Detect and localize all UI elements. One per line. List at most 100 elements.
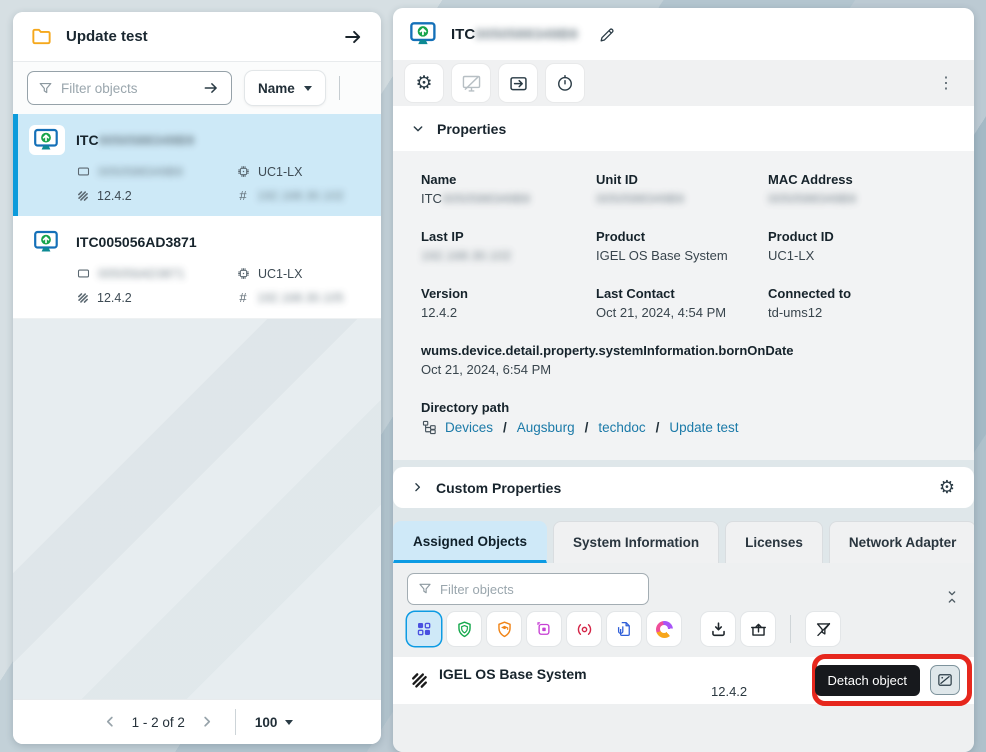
filter-all-objects-button[interactable] [407, 612, 441, 646]
apply-filter-button[interactable] [197, 74, 225, 102]
detail-toolbar: ⚙ ⋮ [393, 60, 974, 106]
breadcrumb-separator: / [584, 420, 589, 435]
funnel-icon [417, 581, 433, 597]
property-name: Name ITC 0050588349B9 [421, 172, 531, 206]
tab-licenses[interactable]: Licenses [725, 521, 823, 563]
filter-profiles-button[interactable] [447, 612, 481, 646]
filter-apps-button[interactable] [741, 612, 775, 646]
device-unit-id: 005056AD3871 [76, 266, 236, 281]
assigned-object-row[interactable]: IGEL OS Base System 12.4.2 Detach object [393, 654, 974, 706]
folder-title: Update test [66, 28, 148, 45]
device-filter-input[interactable] [61, 80, 190, 96]
assigned-object-name: IGEL OS Base System [439, 666, 587, 682]
collapse-section-icon[interactable] [944, 589, 960, 605]
tag-icon [76, 164, 91, 179]
filter-group-divider [790, 615, 791, 643]
breadcrumb-devices[interactable]: Devices [445, 420, 494, 435]
caret-down-icon [285, 719, 294, 725]
breadcrumb-separator: / [655, 420, 660, 435]
device-list-item[interactable]: ITC005056AD3871 005056AD3871 UC1-LX 12.4… [13, 216, 381, 319]
red-highlight-annotation: Detach object [812, 654, 972, 706]
device-list-empty-area [13, 319, 381, 699]
timer-icon [555, 73, 575, 93]
device-unit-id: 0050588349B9 [76, 164, 236, 179]
device-os-icon [29, 227, 65, 257]
chevron-right-icon [410, 480, 425, 495]
property-directory-path: Directory path Devices / Augsburg / tech… [421, 400, 739, 436]
tab-assigned-objects[interactable]: Assigned Objects [393, 521, 548, 563]
breadcrumb-augsburg[interactable]: Augsburg [516, 420, 575, 435]
device-os-icon [29, 125, 65, 155]
igel-version-icon [76, 291, 90, 305]
igel-version-icon [76, 189, 90, 203]
sort-by-label: Name [258, 80, 295, 96]
filter-files-button[interactable] [607, 612, 641, 646]
monitor-off-icon [461, 73, 482, 94]
custom-properties-gear-icon[interactable]: ⚙ [938, 477, 955, 497]
firmware-customization-icon [655, 620, 673, 638]
filter-row-divider [338, 76, 340, 100]
sort-by-dropdown[interactable]: Name [245, 71, 325, 105]
hash-icon: # [239, 188, 247, 203]
detail-tabs: Assigned Objects System Information Lice… [393, 521, 974, 563]
detail-device-title: ITC 0050588349B9 [451, 25, 578, 43]
detach-tooltip: Detach object [814, 664, 920, 696]
filter-priority-profiles-button[interactable] [567, 612, 601, 646]
device-version: 12.4.2 [76, 290, 236, 305]
filter-template-profiles-button[interactable] [527, 612, 561, 646]
chip-icon [236, 266, 251, 281]
properties-title: Properties [437, 120, 507, 137]
shadow-device-button[interactable] [452, 64, 490, 102]
device-product-id: UC1-LX [236, 266, 367, 281]
clear-filter-button[interactable] [806, 612, 840, 646]
funnel-icon [37, 80, 54, 97]
tab-system-information[interactable]: System Information [553, 521, 720, 563]
custom-properties-title: Custom Properties [436, 479, 562, 496]
device-list-item[interactable]: ITC 0050588349B9 0050588349B9 UC1-LX 12.4… [13, 114, 381, 216]
properties-section-header[interactable]: Properties [393, 106, 974, 151]
device-name: ITC005056AD3871 [76, 234, 197, 250]
properties-fields: Name ITC 0050588349B9 Unit ID 0050588349B… [393, 151, 974, 460]
move-device-button[interactable] [499, 64, 537, 102]
filter-firmware-customizations-button[interactable] [647, 612, 681, 646]
object-type-filter-row [407, 612, 960, 646]
device-ip: # 192.168.30.102 [236, 188, 367, 203]
device-product-id: UC1-LX [236, 164, 367, 179]
assigned-filter-field[interactable] [407, 573, 649, 605]
assigned-objects-panel: IGEL OS Base System 12.4.2 Detach object [393, 563, 974, 752]
tab-network-adapter[interactable]: Network Adapter [828, 521, 974, 563]
device-name: ITC 0050588349B9 [76, 132, 195, 148]
gear-icon: ⚙ [415, 72, 433, 94]
list-filter-row: Name [13, 62, 381, 114]
hash-icon: # [239, 290, 247, 305]
tree-icon [421, 419, 438, 436]
settings-button[interactable]: ⚙ [405, 64, 443, 102]
page-range-label: 1 - 2 of 2 [131, 714, 185, 730]
expand-panel-arrow-icon[interactable] [342, 26, 364, 48]
page-prev-button[interactable] [101, 713, 119, 731]
device-version: 12.4.2 [76, 188, 236, 203]
toolbar-overflow-menu[interactable]: ⋮ [938, 75, 954, 92]
tag-icon [76, 266, 91, 281]
device-filter-field[interactable] [27, 71, 232, 105]
page-size-dropdown[interactable]: 100 [255, 715, 294, 730]
breadcrumb-update-test[interactable]: Update test [669, 420, 739, 435]
property-version: Version 12.4.2 [421, 286, 468, 320]
detach-object-button[interactable] [930, 665, 960, 695]
filter-firmware-updates-button[interactable] [701, 612, 735, 646]
assigned-object-version: 12.4.2 [711, 684, 748, 699]
property-unit-id: Unit ID 0050588349B9 [596, 172, 685, 206]
breadcrumb-techdoc[interactable]: techdoc [598, 420, 646, 435]
property-born-on-date: wums.device.detail.property.systemInform… [421, 343, 794, 377]
edit-name-icon[interactable] [598, 25, 617, 44]
page-next-button[interactable] [198, 713, 216, 731]
breadcrumb-separator: / [503, 420, 507, 435]
filter-master-profiles-button[interactable] [487, 612, 521, 646]
power-control-button[interactable] [546, 64, 584, 102]
property-last-ip: Last IP 192.168.30.102 [421, 229, 512, 263]
assigned-filter-input[interactable] [440, 581, 639, 597]
custom-properties-section-header[interactable]: Custom Properties ⚙ [393, 467, 974, 508]
pagination-bar: 1 - 2 of 2 100 [13, 699, 381, 744]
device-ip: # 192.168.30.105 [236, 290, 367, 305]
